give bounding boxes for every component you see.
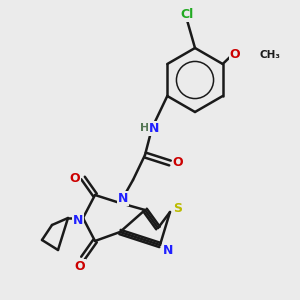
Text: N: N — [163, 244, 173, 256]
Text: CH₃: CH₃ — [260, 50, 281, 60]
Text: O: O — [173, 157, 183, 169]
Text: O: O — [75, 260, 85, 272]
Text: O: O — [70, 172, 80, 184]
Text: Cl: Cl — [180, 8, 194, 20]
Text: O: O — [230, 49, 240, 62]
Text: N: N — [149, 122, 159, 134]
Text: H: H — [140, 123, 150, 133]
Text: N: N — [73, 214, 83, 226]
Text: N: N — [118, 191, 128, 205]
Text: S: S — [173, 202, 182, 215]
